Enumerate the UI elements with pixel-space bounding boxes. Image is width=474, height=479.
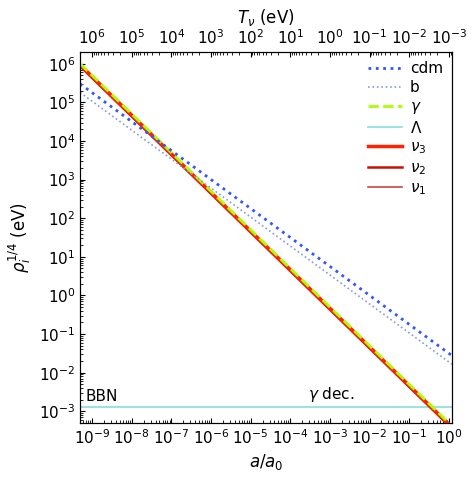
Y-axis label: $\rho_i^{1/4}$ (eV): $\rho_i^{1/4}$ (eV) bbox=[7, 202, 33, 273]
X-axis label: $T_\nu$ (eV): $T_\nu$ (eV) bbox=[237, 7, 295, 28]
Text: $\gamma$ dec.: $\gamma$ dec. bbox=[308, 385, 355, 404]
X-axis label: $a/a_0$: $a/a_0$ bbox=[249, 452, 283, 472]
Legend: cdm, b, $\gamma$, $\Lambda$, $\nu_3$, $\nu_2$, $\nu_1$: cdm, b, $\gamma$, $\Lambda$, $\nu_3$, $\… bbox=[362, 55, 449, 204]
Text: BBN: BBN bbox=[86, 389, 118, 404]
